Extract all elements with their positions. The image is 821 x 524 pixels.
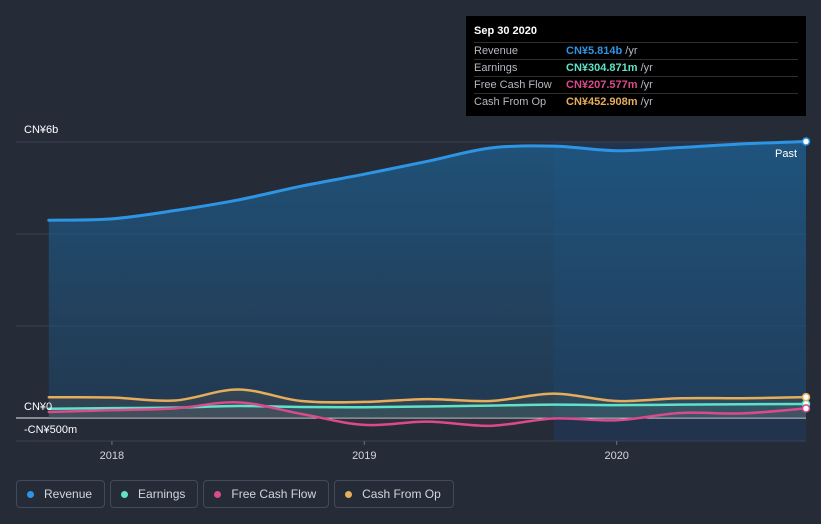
y-tick-label: -CN¥500m bbox=[24, 424, 77, 436]
free-cash-flow-endpoint bbox=[801, 404, 811, 413]
legend-dot-icon bbox=[214, 490, 222, 498]
legend-item-revenue[interactable]: Revenue bbox=[16, 480, 106, 508]
x-tick-label: 2019 bbox=[352, 450, 376, 462]
legend-item-earnings[interactable]: Earnings bbox=[110, 480, 199, 508]
earnings-area bbox=[48, 403, 806, 418]
x-tick-label: 2020 bbox=[604, 450, 628, 462]
past-label: Past bbox=[775, 148, 797, 160]
cash-from-op-line bbox=[47, 388, 808, 404]
revenue-area bbox=[48, 141, 806, 419]
cash-from-op-endpoint bbox=[801, 392, 811, 402]
tooltip-value: CN¥207.577m bbox=[566, 79, 638, 91]
free-cash-flow-line bbox=[47, 401, 808, 428]
legend-dot-icon bbox=[121, 490, 129, 498]
tooltip-row-revenue: Revenue CN¥5.814b /yr bbox=[474, 42, 798, 59]
legend: Revenue Earnings Free Cash Flow Cash Fro… bbox=[16, 480, 454, 508]
legend-label: Cash From Op bbox=[362, 487, 441, 501]
y-tick-label: CN¥6b bbox=[24, 124, 58, 136]
cash-from-op-area bbox=[48, 389, 806, 418]
tooltip-value: CN¥304.871m bbox=[566, 62, 638, 74]
legend-dot-icon bbox=[27, 490, 34, 498]
tooltip-value: CN¥452.908m bbox=[566, 96, 638, 108]
tooltip-value: CN¥5.814b bbox=[566, 45, 623, 57]
tooltip-name: Revenue bbox=[474, 45, 519, 57]
legend-label: Earnings bbox=[138, 487, 186, 501]
legend-dot-icon bbox=[345, 490, 353, 498]
legend-label: Free Cash Flow bbox=[231, 487, 317, 501]
tooltip-name: Earnings bbox=[474, 62, 518, 74]
tooltip-date: Sep 30 2020 bbox=[474, 25, 537, 37]
legend-item-cash-from-op[interactable]: Cash From Op bbox=[334, 480, 454, 508]
legend-label: Revenue bbox=[44, 487, 93, 501]
x-tick-label: 2018 bbox=[100, 450, 124, 462]
tooltip-row-cash-from-op: Cash From Op CN¥452.908m /yr bbox=[474, 93, 798, 110]
y-tick-label: CN¥0 bbox=[24, 401, 52, 413]
tooltip-name: Cash From Op bbox=[474, 96, 547, 108]
tooltip-unit: /yr bbox=[625, 45, 638, 57]
tooltip-unit: /yr bbox=[640, 79, 653, 91]
tooltip-row-free-cash-flow: Free Cash Flow CN¥207.577m /yr bbox=[474, 76, 798, 93]
tooltip-name: Free Cash Flow bbox=[474, 79, 552, 91]
tooltip-unit: /yr bbox=[640, 62, 653, 74]
revenue-endpoint bbox=[801, 137, 811, 146]
revenue-line bbox=[47, 140, 808, 222]
legend-item-free-cash-flow[interactable]: Free Cash Flow bbox=[203, 480, 330, 508]
tooltip-unit: /yr bbox=[640, 96, 653, 108]
tooltip: Sep 30 2020 Revenue CN¥5.814b /yr Earnin… bbox=[466, 16, 806, 116]
tooltip-row-earnings: Earnings CN¥304.871m /yr bbox=[474, 59, 798, 76]
